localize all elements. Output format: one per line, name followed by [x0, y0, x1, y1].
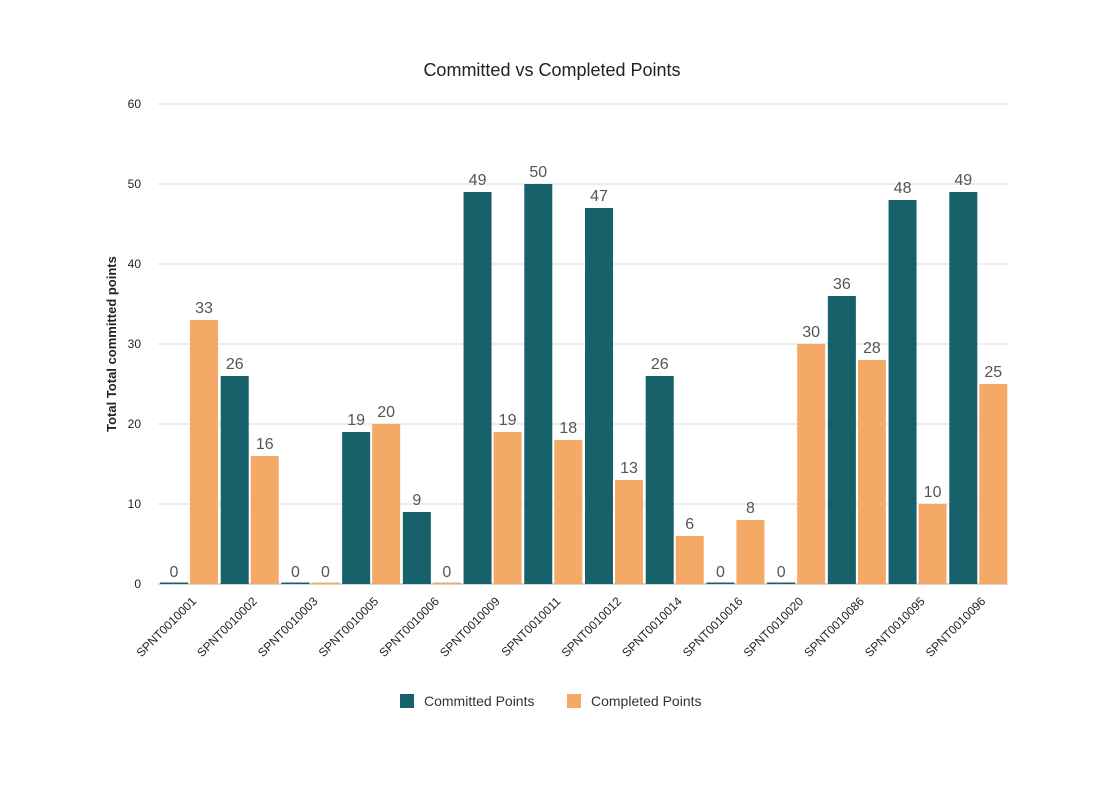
x-tick-label: SPNT0010016 [680, 594, 746, 660]
x-tick-label: SPNT0010086 [801, 594, 867, 660]
y-tick-label: 30 [128, 337, 142, 351]
data-label: 8 [746, 500, 755, 517]
bar [432, 582, 461, 584]
chart-title: Committed vs Completed Points [423, 60, 680, 80]
data-label: 33 [195, 300, 213, 317]
legend-swatch [567, 694, 581, 708]
x-tick-label: SPNT0010002 [194, 594, 260, 660]
legend-item[interactable]: Committed Points [400, 693, 534, 709]
bar [918, 504, 947, 584]
legend: Committed Points Completed Points [400, 693, 702, 709]
x-tick-label: SPNT0010006 [376, 594, 442, 660]
bar [585, 208, 613, 584]
data-label: 0 [777, 564, 786, 581]
data-label: 0 [321, 564, 330, 581]
data-label: 16 [256, 436, 274, 453]
x-tick-label: SPNT0010011 [498, 594, 563, 659]
y-tick-label: 10 [128, 497, 142, 511]
x-tick-label: SPNT0010001 [134, 594, 200, 660]
bar [311, 582, 340, 584]
data-label: 26 [226, 356, 244, 373]
bar [949, 192, 978, 584]
bar [493, 432, 522, 584]
bar [250, 456, 279, 584]
x-tick-label: SPNT0010009 [437, 594, 503, 660]
bars [160, 184, 1008, 584]
data-label: 30 [802, 324, 820, 341]
legend-label: Completed Points [591, 693, 702, 709]
data-label: 10 [924, 484, 942, 501]
bar [615, 480, 643, 584]
data-label: 28 [863, 340, 881, 357]
bar [554, 440, 583, 584]
bar [827, 296, 856, 584]
x-tick-label: SPNT0010020 [741, 594, 807, 660]
bar [706, 582, 735, 584]
data-labels: 0 33 26 16 0 0 19 20 9 0 49 19 50 18 47 13 26 6 0 8 0 30 36 28 4… [170, 164, 1003, 581]
data-label: 0 [291, 564, 300, 581]
bar [767, 582, 796, 584]
bar [857, 360, 886, 584]
legend-label: Committed Points [424, 693, 534, 709]
x-axis-ticks: SPNT0010001SPNT0010002SPNT0010003SPNT001… [134, 594, 989, 660]
x-tick-label: SPNT0010003 [255, 594, 321, 660]
y-tick-label: 60 [128, 97, 142, 111]
x-tick-label: SPNT0010005 [316, 594, 382, 660]
data-label: 19 [347, 412, 365, 429]
data-label: 0 [716, 564, 725, 581]
data-label: 49 [954, 172, 972, 189]
x-tick-label: SPNT0010095 [862, 594, 928, 660]
y-tick-label: 40 [128, 257, 142, 271]
bar [675, 536, 704, 584]
y-tick-label: 0 [134, 577, 141, 591]
data-label: 0 [442, 564, 451, 581]
data-label: 50 [529, 164, 547, 181]
data-label: 26 [651, 356, 669, 373]
bar [190, 320, 218, 584]
bar [372, 424, 401, 584]
data-label: 0 [170, 564, 179, 581]
y-axis-ticks: 0 10 20 30 40 50 60 [128, 97, 142, 591]
bar [220, 376, 249, 584]
data-label: 47 [590, 188, 608, 205]
bar [160, 582, 188, 584]
bar [888, 200, 917, 584]
data-label: 9 [412, 492, 421, 509]
bar [463, 192, 492, 584]
bar [736, 520, 765, 584]
data-label: 49 [469, 172, 487, 189]
data-label: 6 [685, 516, 694, 533]
bar [645, 376, 674, 584]
y-axis-label: Total Total committed points [104, 256, 119, 432]
data-label: 13 [620, 460, 638, 477]
y-tick-label: 50 [128, 177, 142, 191]
bar [524, 184, 553, 584]
data-label: 36 [833, 276, 851, 293]
bar [797, 344, 826, 584]
data-label: 25 [984, 364, 1002, 381]
bar [281, 582, 310, 584]
legend-swatch [400, 694, 414, 708]
legend-item[interactable]: Completed Points [567, 693, 702, 709]
x-tick-label: SPNT0010096 [923, 594, 989, 660]
data-label: 20 [377, 404, 395, 421]
data-label: 48 [894, 180, 912, 197]
data-label: 18 [559, 420, 577, 437]
data-label: 19 [499, 412, 517, 429]
x-tick-label: SPNT0010012 [559, 594, 625, 660]
bar [402, 512, 431, 584]
x-tick-label: SPNT0010014 [619, 594, 685, 660]
y-tick-label: 20 [128, 417, 142, 431]
bar [979, 384, 1008, 584]
bar [342, 432, 371, 584]
